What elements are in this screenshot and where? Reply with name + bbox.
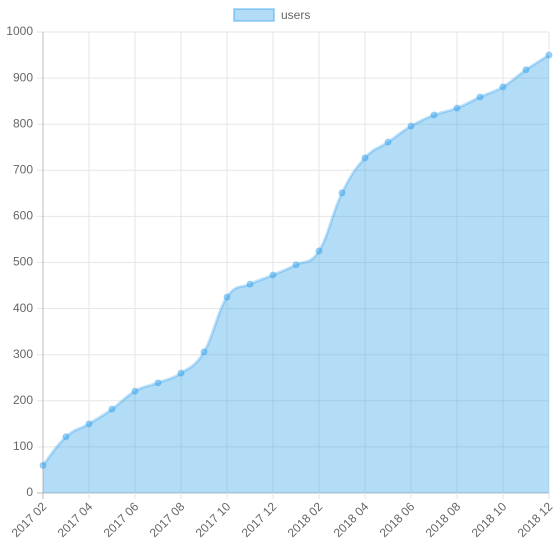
- y-tick-label: 700: [13, 162, 33, 176]
- point: [315, 247, 323, 255]
- point: [39, 461, 47, 469]
- point: [200, 348, 208, 356]
- point: [476, 93, 484, 101]
- point: [545, 51, 553, 59]
- y-tick-label: 500: [13, 255, 33, 269]
- y-tick-label: 600: [13, 209, 33, 223]
- x-tick-label: 2018 12: [515, 499, 555, 540]
- area: [43, 55, 549, 494]
- point: [246, 280, 254, 288]
- y-tick-label: 200: [13, 393, 33, 407]
- legend-label: users: [281, 8, 310, 22]
- point: [223, 293, 231, 301]
- y-tick-label: 300: [13, 347, 33, 361]
- point: [430, 111, 438, 119]
- point: [177, 369, 185, 377]
- point: [62, 433, 70, 441]
- x-tick-label: 2017 10: [193, 499, 234, 540]
- x-tick-label: 2017 06: [101, 499, 142, 540]
- y-tick-label: 0: [26, 485, 33, 499]
- y-tick-label: 1000: [6, 24, 33, 38]
- x-tick-label: 2017 08: [147, 499, 188, 540]
- point: [407, 122, 415, 130]
- point: [522, 66, 530, 74]
- point: [338, 189, 346, 197]
- x-tick-label: 2017 02: [9, 499, 50, 540]
- point: [361, 154, 369, 162]
- x-tick-label: 2018 08: [423, 499, 464, 540]
- point: [85, 420, 93, 428]
- legend-swatch: [233, 8, 275, 22]
- point: [131, 387, 139, 395]
- y-tick-label: 100: [13, 439, 33, 453]
- point: [384, 138, 392, 146]
- x-tick-label: 2017 12: [239, 499, 280, 540]
- point: [453, 104, 461, 112]
- point: [154, 379, 162, 387]
- x-tick-label: 2018 04: [331, 499, 372, 540]
- point: [269, 271, 277, 279]
- point: [499, 83, 507, 91]
- x-tick-label: 2018 10: [469, 499, 510, 540]
- y-tick-label: 400: [13, 301, 33, 315]
- point: [108, 405, 116, 413]
- x-tick-label: 2017 04: [55, 499, 96, 540]
- y-tick-label: 900: [13, 70, 33, 84]
- x-tick-label: 2018 06: [377, 499, 418, 540]
- y-tick-label: 800: [13, 116, 33, 130]
- line: [41, 53, 550, 467]
- point: [292, 261, 300, 269]
- x-tick-label: 2018 02: [285, 499, 326, 540]
